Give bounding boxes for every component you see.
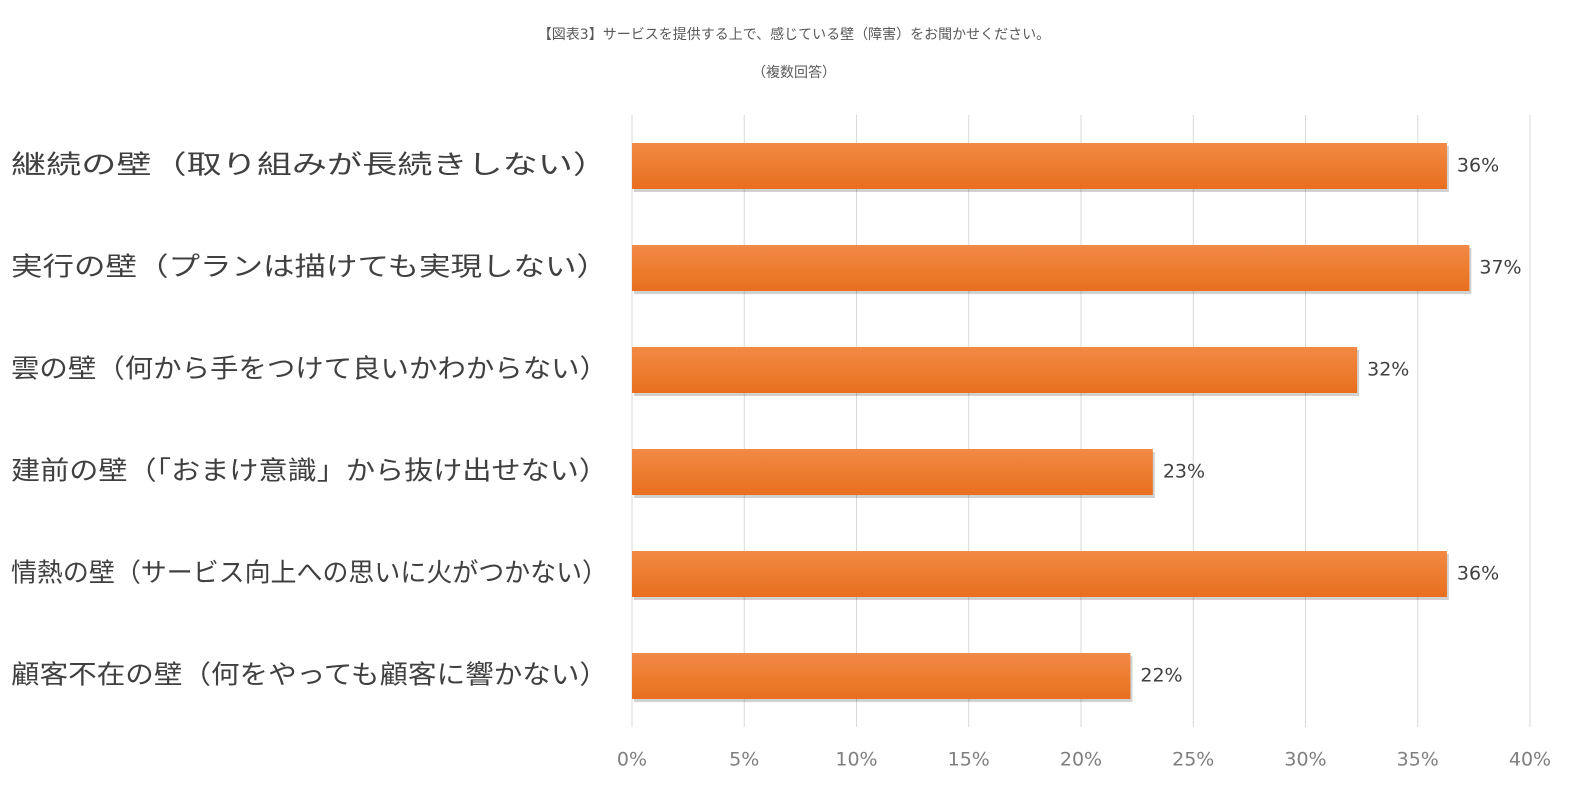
bar — [632, 653, 1131, 699]
category-label: 建前の壁（「おまけ意識」から抜け出せない） — [11, 457, 608, 487]
category-label: 継続の壁（取り組みが長続きしない） — [11, 151, 608, 181]
data-label: 36% — [1457, 563, 1499, 585]
bar — [632, 347, 1358, 393]
data-label: 36% — [1457, 155, 1499, 177]
x-tick-label: 20% — [1060, 749, 1102, 771]
x-tick-label: 40% — [1509, 749, 1551, 771]
x-tick-label: 15% — [948, 749, 990, 771]
data-label: 32% — [1367, 359, 1409, 381]
data-label: 37% — [1479, 257, 1521, 279]
x-tick-label: 0% — [617, 749, 647, 771]
x-tick-label: 30% — [1284, 749, 1326, 771]
category-label: 情熱の壁（サービス向上への思いに火がつかない） — [11, 559, 608, 589]
bar — [632, 551, 1447, 597]
x-tick-label: 25% — [1172, 749, 1214, 771]
category-labels: 継続の壁（取り組みが長続きしない） 実行の壁（プランは描けても実現しない） 雲の壁（… — [11, 151, 608, 691]
category-label: 雲の壁（何から手をつけて良いかわからない） — [11, 355, 608, 385]
x-tick-label: 10% — [835, 749, 877, 771]
bar — [632, 245, 1470, 291]
chart-subtitle: （複数回答） — [752, 65, 836, 81]
data-labels: 36% 37% 32% 23% 36% 22% — [1140, 155, 1521, 687]
gridlines — [631, 115, 1531, 727]
x-axis-ticks: 0% 5% 10% 15% 20% 25% 30% 35% 40% — [617, 749, 1551, 771]
bar — [632, 143, 1447, 189]
data-label: 22% — [1140, 665, 1182, 687]
chart-title: 【図表3】サービスを提供する上で、感じている壁（障害）をお聞かせください。 — [537, 27, 1051, 43]
bar — [632, 449, 1153, 495]
data-label: 23% — [1163, 461, 1205, 483]
category-label: 顧客不在の壁（何をやっても顧客に響かない） — [11, 661, 608, 691]
x-tick-label: 35% — [1397, 749, 1439, 771]
bars — [632, 143, 1472, 702]
x-tick-label: 5% — [729, 749, 759, 771]
category-label: 実行の壁（プランは描けても実現しない） — [11, 253, 608, 283]
